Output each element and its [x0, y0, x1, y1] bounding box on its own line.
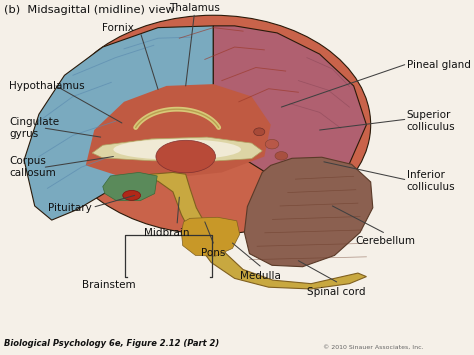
Text: Cerebellum: Cerebellum — [356, 236, 416, 246]
Ellipse shape — [254, 128, 265, 136]
Ellipse shape — [123, 190, 141, 200]
Text: Fornix: Fornix — [102, 23, 134, 33]
Ellipse shape — [275, 152, 288, 160]
Text: Corpus
callosum: Corpus callosum — [9, 156, 56, 178]
Text: Brainstem: Brainstem — [82, 280, 136, 290]
Text: © 2010 Sinauer Associates, Inc.: © 2010 Sinauer Associates, Inc. — [323, 345, 424, 350]
Text: Midbrain: Midbrain — [144, 228, 189, 238]
Text: Pineal gland: Pineal gland — [407, 60, 471, 70]
Text: (b)  Midsagittal (midline) view: (b) Midsagittal (midline) view — [4, 5, 175, 15]
Text: Pituitary: Pituitary — [48, 203, 92, 213]
Ellipse shape — [56, 15, 371, 234]
Polygon shape — [141, 173, 366, 289]
Text: Hypothalamus: Hypothalamus — [9, 81, 85, 91]
Ellipse shape — [156, 140, 216, 173]
Polygon shape — [213, 26, 366, 181]
Text: Pons: Pons — [201, 248, 226, 258]
Text: Inferior
colliculus: Inferior colliculus — [407, 170, 456, 192]
Ellipse shape — [113, 139, 241, 160]
Polygon shape — [86, 84, 271, 178]
Polygon shape — [182, 217, 240, 256]
Polygon shape — [245, 157, 373, 267]
Text: Medulla: Medulla — [240, 271, 281, 281]
Polygon shape — [24, 26, 213, 220]
Text: Spinal cord: Spinal cord — [308, 287, 366, 297]
Text: Superior
colliculus: Superior colliculus — [407, 110, 456, 132]
Text: Cingulate
gyrus: Cingulate gyrus — [9, 118, 59, 139]
Text: Biological Psychology 6e, Figure 2.12 (Part 2): Biological Psychology 6e, Figure 2.12 (P… — [4, 339, 219, 348]
Text: Thalamus: Thalamus — [169, 4, 219, 13]
Ellipse shape — [265, 140, 279, 149]
Polygon shape — [92, 137, 262, 162]
Polygon shape — [103, 173, 157, 201]
